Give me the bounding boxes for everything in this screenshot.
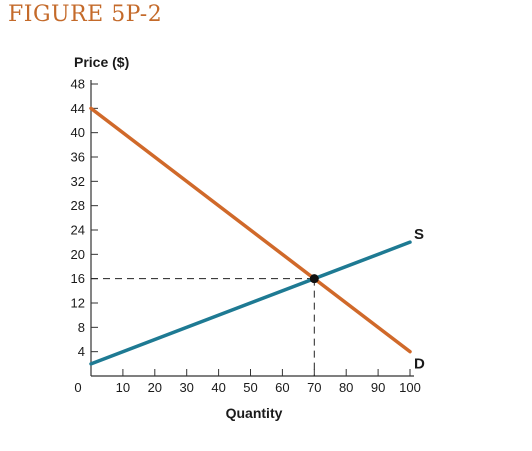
y-tick-label: 20	[71, 247, 85, 262]
y-tick-label: 44	[71, 101, 85, 116]
y-tick-label: 28	[71, 198, 85, 213]
equilibrium-point	[309, 274, 319, 284]
x-tick-label: 10	[116, 380, 130, 395]
equilibrium-guides	[91, 278, 315, 376]
x-tick-label: 30	[179, 380, 193, 395]
x-tick-label: 20	[148, 380, 162, 395]
x-tick-label: 0	[74, 380, 81, 395]
demand-label: D	[414, 356, 425, 373]
y-tick-label: 48	[71, 77, 85, 92]
y-tick-label: 36	[71, 150, 85, 165]
y-axis-label: Price ($)	[74, 54, 129, 70]
y-tick-label: 24	[71, 223, 85, 238]
chart-marks	[309, 274, 319, 284]
y-tick-label: 8	[78, 320, 85, 335]
y-tick-label: 40	[71, 125, 85, 140]
y-tick-label: 32	[71, 174, 85, 189]
x-tick-label: 60	[275, 380, 289, 395]
x-tick-label: 70	[307, 380, 321, 395]
x-tick-label: 40	[211, 380, 225, 395]
x-axis-label: Quantity	[226, 405, 283, 421]
x-tick-label: 100	[399, 380, 421, 395]
y-tick-label: 12	[71, 296, 85, 311]
supply-line	[89, 240, 412, 366]
series-lines: DS	[89, 106, 425, 373]
figure-title: FIGURE 5P-2	[8, 2, 163, 27]
x-tick-label: 50	[243, 380, 257, 395]
demand-line	[89, 106, 412, 354]
x-tick-label: 90	[371, 380, 385, 395]
y-tick-label: 4	[78, 344, 85, 359]
y-tick-label: 16	[71, 271, 85, 286]
x-tick-label: 80	[339, 380, 353, 395]
supply-label: S	[414, 226, 424, 243]
